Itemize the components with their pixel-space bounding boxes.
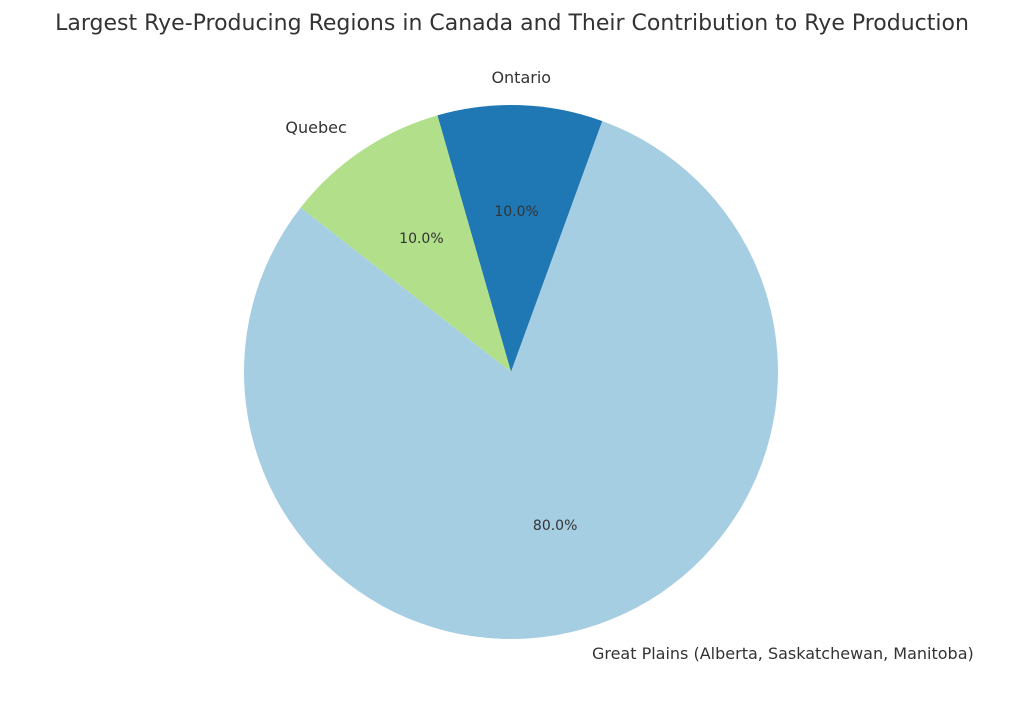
pie-slice-quebec: [300, 115, 511, 372]
pie-slice-ontario: [437, 104, 603, 373]
chart-title: Largest Rye-Producing Regions in Canada …: [55, 11, 969, 36]
slice-label-great: Great Plains (Alberta, Saskatchewan, Man…: [592, 644, 974, 663]
slice-percent-quebec: 10.0%: [399, 231, 443, 247]
slice-percent-great: 80.0%: [533, 518, 577, 534]
slice-label-quebec: Quebec: [285, 118, 346, 137]
slice-label-ontario: Ontario: [491, 68, 551, 87]
pie-slices: [244, 104, 779, 639]
pie-labels: Ontario 10.0% Quebec 10.0% Great Plains (Alb…: [285, 68, 973, 663]
slice-percent-ontario: 10.0%: [494, 204, 538, 220]
pie-slice-great: [244, 121, 779, 639]
